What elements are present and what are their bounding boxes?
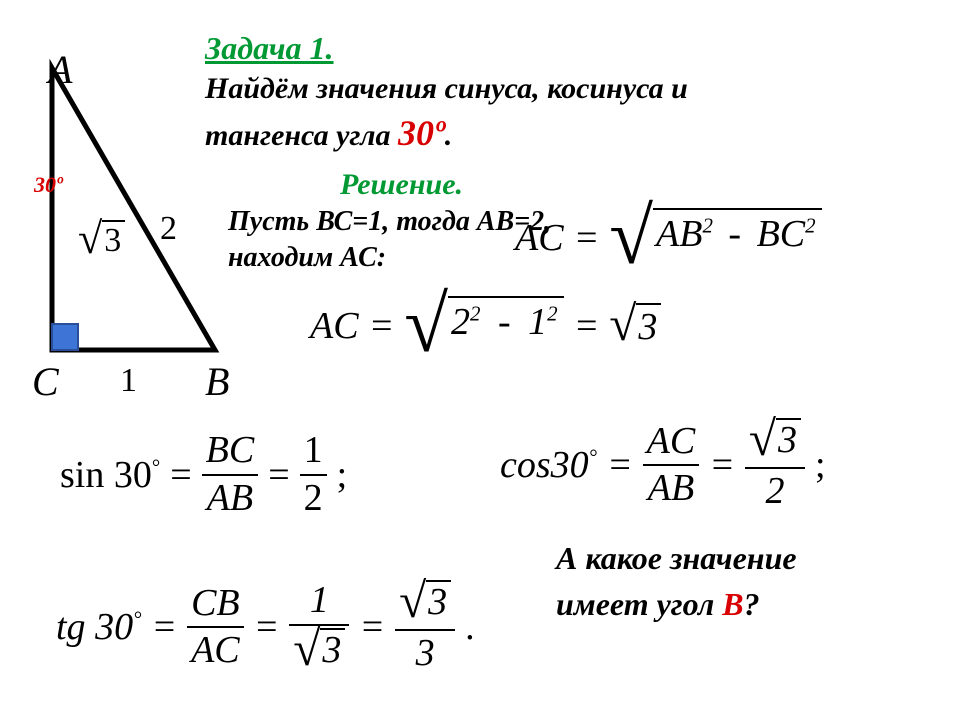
prompt-line-2: тангенса угла 30º. (205, 112, 452, 154)
question-vertex-b: В (722, 586, 743, 622)
angle-30-label: 30º (34, 172, 63, 198)
page: A C B 30º √3 2 1 Задача 1. Найдём значен… (0, 0, 960, 720)
side-cb-label: 1 (120, 362, 137, 400)
eq-ac-formula: AC = √ AB2 - BC2 (515, 208, 822, 268)
vertex-b: B (205, 358, 229, 405)
prompt-line-1: Найдём значения синуса, косинуса и (205, 72, 688, 106)
question-line-2-post: ? (744, 586, 760, 622)
prompt-line-2-post: . (445, 119, 453, 152)
question-line-2: имеет угол В? (556, 586, 760, 623)
problem-title: Задача 1. (205, 30, 334, 67)
eq-sin30: sin 30° = BC AB = 1 2 ; (60, 430, 347, 520)
given-line-1: Пусть ВС=1, тогда АВ=2, (228, 206, 551, 238)
vertex-c: C (32, 358, 59, 405)
vertex-a: A (48, 46, 72, 93)
side-ab-label: 2 (160, 210, 177, 248)
prompt-line-2-pre: тангенса угла (205, 119, 398, 152)
question-line-2-pre: имеет угол (556, 586, 722, 622)
given-line-2: находим АС: (228, 242, 386, 274)
question-line-1: А какое значение (556, 540, 797, 577)
solution-label: Решение. (340, 168, 463, 202)
eq-tg30: tg 30° = CB AC = 1 √3 = √3 3 . (56, 580, 475, 675)
eq-cos30: cos30° = AC AB = √3 2 ; (500, 418, 826, 513)
prompt-angle: 30º (398, 113, 445, 153)
side-ac-label: √3 (78, 220, 125, 262)
eq-ac-numeric: AC = √ 22 - 12 = √3 (310, 296, 661, 356)
